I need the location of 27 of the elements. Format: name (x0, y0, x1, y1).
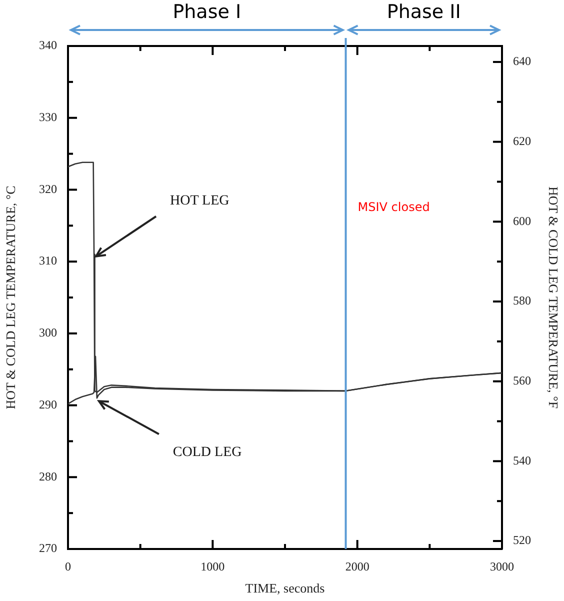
y2-tick-label: 520 (513, 533, 531, 548)
text: Phase I (172, 1, 242, 23)
y-tick-label: 270 (39, 541, 57, 556)
x-tick-label: 2000 (345, 559, 370, 574)
y-tick-label: 340 (39, 38, 57, 52)
y-axis-title: HOT & COLD LEG TEMPERATURE, °C (3, 186, 18, 410)
y-tick-label: 310 (39, 254, 57, 268)
annotation: HOT LEG (170, 193, 230, 208)
y2-tick-label: 540 (513, 453, 531, 468)
y-tick-label: 280 (39, 469, 57, 484)
x-tick-label: 1000 (200, 559, 225, 574)
y2-axis-title: HOT & COLD LEG TEMPERATURE, °F (546, 186, 561, 409)
text: Phase II (386, 1, 461, 23)
y2-tick-label: 620 (513, 134, 531, 148)
x-axis-title: TIME, seconds (245, 580, 325, 596)
y-tick-label: 290 (39, 397, 57, 412)
x-tick-label: 3000 (490, 559, 514, 574)
y-tick-label: 320 (39, 182, 57, 196)
y2-tick-label: 580 (513, 294, 531, 308)
y2-tick-label: 560 (513, 373, 531, 388)
ref-line-label: MSIV closed (358, 200, 430, 214)
annotation: COLD LEG (172, 445, 242, 460)
y2-tick-label: 640 (513, 54, 531, 68)
y-tick-label: 300 (39, 326, 57, 340)
x-tick-label: 0 (65, 559, 71, 574)
y2-tick-label: 600 (513, 214, 531, 228)
y-tick-label: 330 (39, 110, 57, 124)
